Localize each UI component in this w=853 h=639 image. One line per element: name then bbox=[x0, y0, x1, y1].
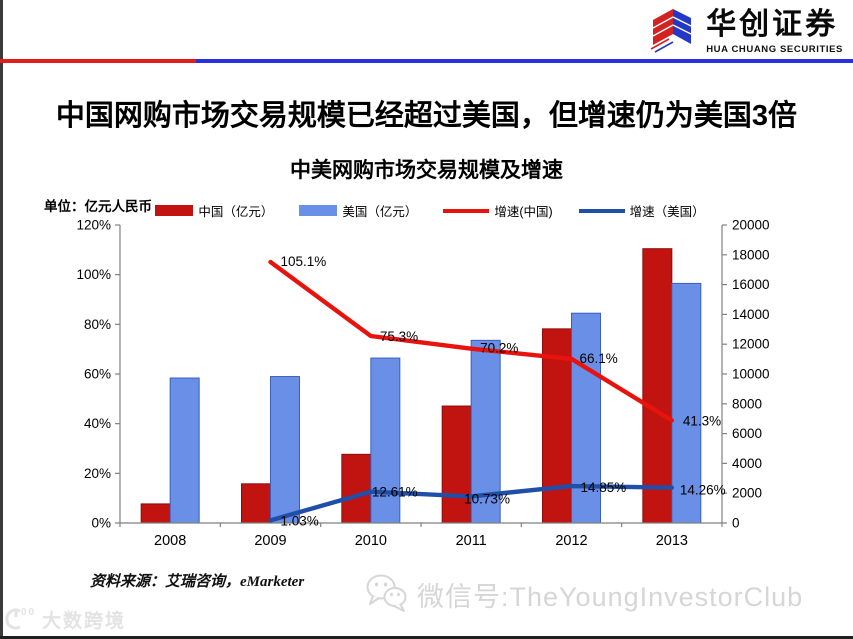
bar-us-2013 bbox=[671, 282, 702, 524]
right-axis-tick-label: 12000 bbox=[732, 337, 770, 352]
legend-swatch-china-bar bbox=[155, 205, 194, 216]
left-axis-tick-label: 60% bbox=[84, 367, 111, 382]
right-axis-tick-label: 2000 bbox=[732, 486, 762, 501]
right-axis-tick-label: 0 bbox=[732, 516, 740, 531]
bar-us-2010 bbox=[370, 357, 401, 524]
data-label-china-2011: 70.2% bbox=[480, 341, 518, 356]
legend-label-china-bar: 中国（亿元） bbox=[198, 205, 274, 219]
data-label-china-2012: 66.1% bbox=[580, 351, 618, 366]
right-axis-tick-label: 14000 bbox=[732, 307, 770, 322]
right-axis-tick-label: 4000 bbox=[732, 456, 762, 471]
bar-china-2013 bbox=[642, 248, 673, 524]
data-label-us-2013: 14.26% bbox=[680, 483, 726, 498]
chart-title: 中美网购市场交易规模及增速 bbox=[290, 159, 563, 182]
data-label-china-2010: 75.3% bbox=[380, 329, 418, 344]
bar-us-2008 bbox=[169, 377, 200, 524]
growth-line-china bbox=[268, 259, 674, 423]
right-axis-tick-label: 16000 bbox=[732, 277, 770, 292]
x-axis-label: 2012 bbox=[555, 533, 587, 549]
wechat-watermark: 微信号:TheYoungInvestorClub bbox=[364, 572, 803, 616]
brand-logo: 华创证券 HUA CHUANG SECURITIES bbox=[645, 7, 843, 57]
left-axis-tick-label: 120% bbox=[76, 218, 111, 233]
left-axis-tick-label: 100% bbox=[76, 267, 111, 282]
page-title: 中国网购市场交易规模已经超过美国，但增速仍为美国3倍 bbox=[55, 100, 798, 132]
right-axis-tick-label: 20000 bbox=[732, 218, 770, 233]
right-axis-tick-label: 18000 bbox=[732, 247, 770, 262]
wechat-icon bbox=[366, 574, 407, 612]
data-label-us-2012: 14.85% bbox=[581, 480, 627, 495]
unit-label: 单位：亿元人民币 bbox=[44, 199, 152, 214]
legend-item-us-bar: 美国（亿元） bbox=[299, 201, 417, 220]
left-axis-tick-label: 20% bbox=[84, 466, 111, 481]
x-axis-label: 2011 bbox=[456, 533, 487, 549]
wechat-watermark-text: 微信号:TheYoungInvestorClub bbox=[417, 581, 804, 612]
x-axis-label: 2010 bbox=[355, 533, 387, 549]
legend-item-us-growth: 增速（美国） bbox=[578, 201, 705, 220]
source-note: 资料来源：艾瑞咨询，eMarketer bbox=[90, 574, 305, 590]
dashukuajing-logo-icon: 00 bbox=[5, 607, 36, 630]
right-axis-tick-label: 6000 bbox=[732, 426, 762, 441]
data-label-us-2011: 10.73% bbox=[464, 491, 510, 506]
bar-china-2010 bbox=[341, 453, 372, 524]
data-label-us-2010: 12.61% bbox=[372, 485, 418, 500]
legend-swatch-us-growth-line bbox=[578, 208, 625, 213]
legend-label-us-growth: 增速（美国） bbox=[629, 205, 705, 219]
legend-label-china-growth: 增速(中国) bbox=[494, 205, 553, 219]
header-rule-red-segment bbox=[0, 59, 196, 63]
data-label-us-2009: 1.03% bbox=[281, 513, 319, 528]
legend-swatch-us-bar bbox=[299, 205, 338, 216]
corner-watermark-text: 大数跨境 bbox=[42, 610, 127, 632]
data-label-china-2009: 105.1% bbox=[281, 254, 327, 269]
svg-text:00: 00 bbox=[21, 607, 36, 618]
x-axis-label: 2008 bbox=[154, 533, 186, 549]
bar-china-2008 bbox=[140, 503, 171, 524]
left-axis-tick-label: 0% bbox=[91, 516, 111, 531]
growth-line-us bbox=[268, 483, 674, 523]
left-border bbox=[0, 0, 3, 639]
brand-name-en: HUA CHUANG SECURITIES bbox=[706, 43, 843, 55]
right-axis-tick-label: 8000 bbox=[732, 396, 762, 411]
huachuang-logo-icon bbox=[650, 9, 692, 53]
chart-legend: 中国（亿元） 美国（亿元） 增速(中国) 增速（美国） bbox=[140, 201, 720, 220]
legend-item-china-growth: 增速(中国) bbox=[443, 201, 553, 220]
header-rule-blue-segment bbox=[196, 59, 853, 63]
legend-label-us-bar: 美国（亿元） bbox=[342, 205, 418, 219]
legend-swatch-china-growth-line bbox=[443, 208, 490, 213]
data-label-china-2013: 41.3% bbox=[683, 413, 721, 428]
left-axis-tick-label: 80% bbox=[84, 317, 111, 332]
x-axis-label: 2013 bbox=[656, 533, 688, 549]
header-rule bbox=[0, 59, 853, 63]
bar-china-2011 bbox=[441, 405, 472, 524]
corner-watermark: 00 大数跨境 bbox=[4, 605, 126, 633]
left-axis-tick-label: 40% bbox=[84, 416, 111, 431]
legend-item-china-bar: 中国（亿元） bbox=[155, 201, 273, 220]
bottom-border bbox=[0, 636, 853, 639]
bar-china-2009 bbox=[241, 483, 271, 524]
x-axis-label: 2009 bbox=[254, 533, 286, 549]
brand-name-cn: 华创证券 bbox=[706, 8, 839, 42]
right-axis-tick-label: 10000 bbox=[732, 367, 770, 382]
bar-us-2009 bbox=[270, 376, 300, 524]
